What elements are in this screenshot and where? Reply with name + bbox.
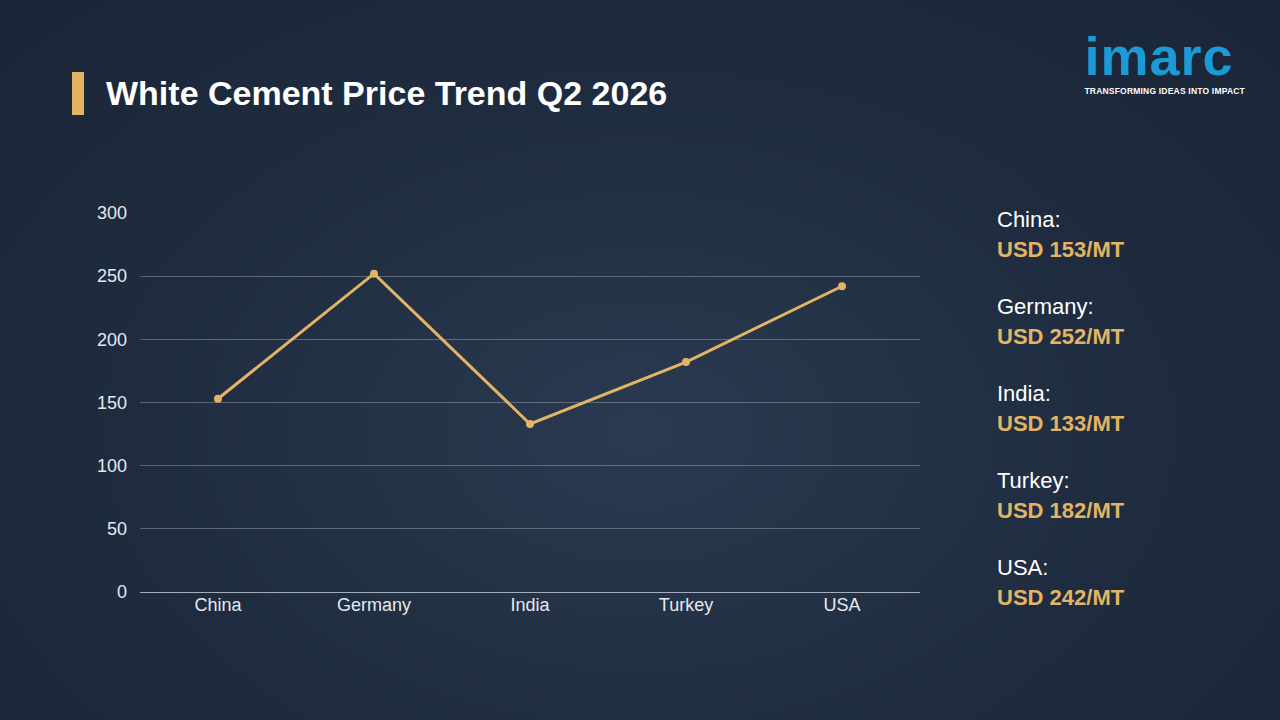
- svg-text:China: China: [194, 595, 242, 615]
- html-text:USD 182/MT: USD 182/MT: [997, 498, 1125, 523]
- svg-text:Germany: Germany: [337, 595, 411, 615]
- html-text:Germany:: Germany:: [997, 294, 1094, 319]
- html-text:USD 133/MT: USD 133/MT: [997, 411, 1125, 436]
- svg-text:India: India: [510, 595, 550, 615]
- svg-text:250: 250: [97, 266, 127, 286]
- svg-text:50: 50: [107, 519, 127, 539]
- html-text:USD 153/MT: USD 153/MT: [997, 237, 1125, 262]
- svg-text:150: 150: [97, 393, 127, 413]
- html-text:Turkey:: Turkey:: [997, 468, 1070, 493]
- html-text:USD 242/MT: USD 242/MT: [997, 585, 1125, 610]
- svg-text:USA: USA: [823, 595, 860, 615]
- html-text:India:: India:: [997, 381, 1051, 406]
- html-text:TRANSFORMING IDEAS INTO IMPACT: TRANSFORMING IDEAS INTO IMPACT: [1084, 86, 1245, 96]
- html-text:China:: China:: [997, 207, 1061, 232]
- svg-text:300: 300: [97, 203, 127, 223]
- svg-text:100: 100: [97, 456, 127, 476]
- html-text:USD 252/MT: USD 252/MT: [997, 324, 1125, 349]
- html-text:USA:: USA:: [997, 555, 1049, 580]
- html-text:imarc: imarc: [1084, 26, 1234, 86]
- svg-text:White Cement Price Trend Q2 20: White Cement Price Trend Q2 2026: [106, 74, 667, 112]
- svg-text:0: 0: [117, 582, 127, 602]
- svg-text:Turkey: Turkey: [659, 595, 713, 615]
- svg-text:200: 200: [97, 330, 127, 350]
